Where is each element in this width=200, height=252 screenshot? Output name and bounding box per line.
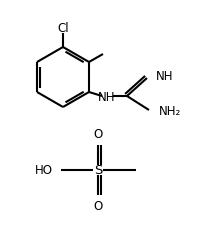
Text: S: S	[94, 164, 102, 177]
Text: NH₂: NH₂	[159, 104, 181, 117]
Text: O: O	[93, 200, 103, 213]
Text: NH: NH	[98, 90, 116, 103]
Text: Cl: Cl	[57, 21, 69, 34]
Text: HO: HO	[35, 164, 53, 177]
Text: NH: NH	[156, 69, 173, 82]
Text: O: O	[93, 128, 103, 141]
